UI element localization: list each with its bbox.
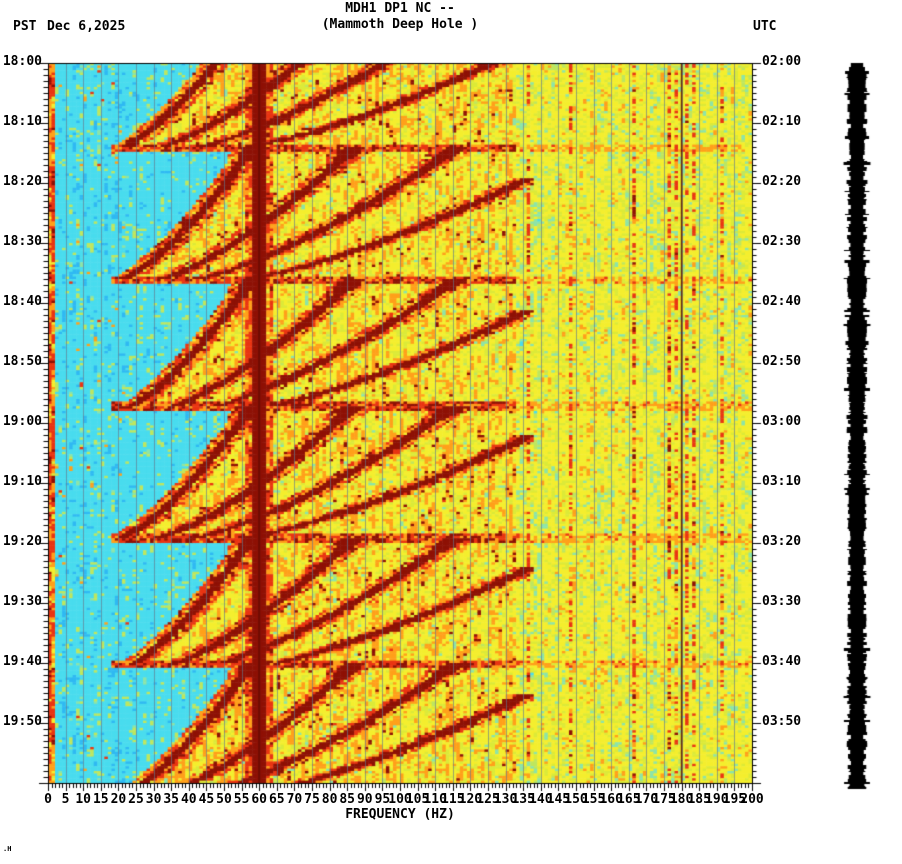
left-time-tick-label: 18:00 — [2, 54, 42, 69]
frequency-tick-label: 105 — [405, 792, 430, 807]
frequency-tick-label: 120 — [458, 792, 483, 807]
frequency-tick-label: 45 — [198, 792, 215, 807]
frequency-tick-label: 75 — [304, 792, 320, 807]
frequency-tick-label: 10 — [75, 792, 92, 807]
frequency-tick-label: 50 — [216, 792, 232, 807]
right-time-tick-label: 02:10 — [762, 114, 802, 129]
frequency-tick-label: 145 — [546, 792, 571, 807]
right-time-tick-label: 02:20 — [762, 174, 802, 189]
corner-mark: .H — [3, 845, 12, 853]
right-time-tick-label: 02:50 — [762, 354, 802, 369]
frequency-axis-title: FREQUENCY (HZ) — [345, 807, 455, 822]
left-time-tick-label: 18:50 — [2, 354, 42, 369]
frequency-tick-label: 170 — [634, 792, 659, 807]
right-time-tick-label: 03:10 — [762, 474, 802, 489]
page-subtitle: (Mammoth Deep Hole ) — [321, 17, 479, 32]
left-time-tick-label: 18:40 — [2, 294, 42, 309]
frequency-tick-label: 140 — [529, 792, 553, 807]
left-time-tick-label: 19:40 — [2, 654, 42, 669]
right-time-tick-label: 03:40 — [762, 654, 802, 669]
frequency-tick-label: 5 — [61, 792, 70, 807]
left-time-tick-label: 19:30 — [2, 594, 42, 609]
frequency-tick-label: 35 — [163, 792, 180, 807]
left-time-tick-label: 19:00 — [2, 414, 42, 429]
frequency-tick-label: 65 — [268, 792, 285, 807]
frequency-tick-label: 155 — [581, 792, 606, 807]
page-title: MDH1 DP1 NC -- — [345, 1, 455, 16]
frequency-tick-label: 115 — [441, 792, 465, 807]
frequency-tick-label: 60 — [251, 792, 268, 807]
frequency-tick-label: 180 — [669, 792, 694, 807]
frequency-tick-label: 95 — [374, 792, 391, 807]
date-label: Dec 6,2025 — [47, 19, 126, 34]
frequency-tick-label: 160 — [599, 792, 623, 807]
frequency-tick-label: 20 — [110, 792, 127, 807]
frequency-tick-label: 130 — [493, 792, 518, 807]
frequency-tick-label: 100 — [388, 792, 412, 807]
left-time-tick-label: 19:10 — [2, 474, 42, 489]
right-time-tick-label: 03:20 — [762, 534, 802, 549]
right-time-tick-label: 03:50 — [762, 714, 802, 729]
left-timezone-label: PST — [13, 19, 37, 34]
frequency-tick-label: 135 — [511, 792, 535, 807]
frequency-tick-label: 195 — [722, 792, 747, 807]
frequency-tick-label: 85 — [339, 792, 356, 807]
frequency-tick-label: 15 — [92, 792, 109, 807]
frequency-tick-label: 200 — [740, 792, 764, 807]
frequency-tick-label: 30 — [145, 792, 162, 807]
right-time-tick-label: 02:30 — [762, 234, 802, 249]
frequency-tick-label: 175 — [652, 792, 676, 807]
right-time-tick-label: 03:30 — [762, 594, 802, 609]
left-time-tick-label: 18:10 — [2, 114, 42, 129]
right-time-tick-label: 02:40 — [762, 294, 802, 309]
left-time-tick-label: 19:20 — [2, 534, 42, 549]
left-time-tick-label: 19:50 — [2, 714, 42, 729]
frequency-tick-label: 0 — [44, 792, 52, 807]
frequency-tick-label: 70 — [286, 792, 303, 807]
frequency-tick-label: 55 — [233, 792, 250, 807]
frequency-tick-label: 80 — [321, 792, 338, 807]
frequency-tick-label: 165 — [617, 792, 641, 807]
frequency-tick-label: 90 — [356, 792, 373, 807]
left-time-tick-label: 18:30 — [2, 234, 42, 249]
frequency-tick-label: 190 — [705, 792, 729, 807]
frequency-tick-label: 25 — [128, 792, 144, 807]
right-time-tick-label: 02:00 — [762, 54, 802, 69]
frequency-tick-label: 150 — [564, 792, 588, 807]
left-time-tick-label: 18:20 — [2, 174, 42, 189]
right-time-tick-label: 03:00 — [762, 414, 802, 429]
right-timezone-label: UTC — [753, 19, 777, 34]
frequency-tick-label: 125 — [476, 792, 500, 807]
frequency-tick-label: 110 — [423, 792, 447, 807]
frequency-tick-label: 185 — [687, 792, 711, 807]
frequency-tick-label: 40 — [180, 792, 197, 807]
